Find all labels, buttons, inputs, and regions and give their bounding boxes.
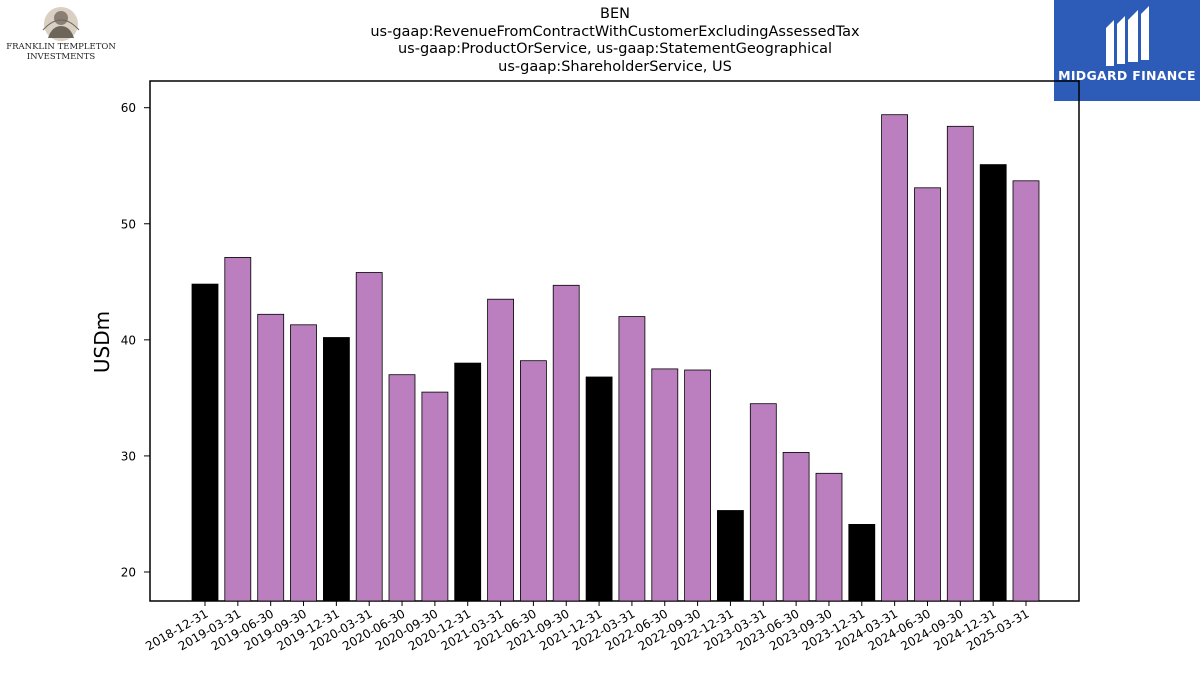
bars-layer — [191, 114, 1040, 602]
franklin-templeton-logo: FRANKLIN TEMPLETON INVESTMENTS — [6, 7, 116, 62]
bar-2024-03-31 — [881, 114, 908, 602]
bar-2021-12-31 — [585, 376, 613, 602]
title-line-2: us-gaap:RevenueFromContractWithCustomerE… — [370, 23, 860, 40]
bar-2019-06-30 — [257, 313, 285, 602]
bar-2019-09-30 — [290, 324, 317, 602]
x-axis: 2018-12-312019-03-312019-06-302019-09-30… — [143, 601, 1032, 653]
bar-2021-03-31 — [487, 298, 515, 602]
bar-2023-12-31 — [848, 524, 876, 602]
ft-logo-line2: INVESTMENTS — [27, 52, 96, 62]
bar-2023-06-30 — [782, 451, 810, 602]
bar-2020-03-31 — [355, 272, 383, 602]
bar-2020-09-30 — [421, 391, 449, 602]
bar-2021-06-30 — [520, 360, 547, 602]
y-tick-label: 60 — [121, 101, 136, 115]
midgard-logo-text: MIDGARD FINANCE — [1058, 68, 1196, 83]
bar-2021-09-30 — [552, 284, 580, 602]
bar-2019-03-31 — [224, 256, 252, 602]
title-line-3: us-gaap:ProductOrService, us-gaap:Statem… — [397, 41, 832, 57]
y-tick-label: 40 — [121, 333, 136, 347]
bar-2018-12-31 — [191, 283, 219, 602]
y-tick-label: 50 — [121, 217, 136, 231]
y-axis: 20 30 40 50 60 — [121, 101, 150, 579]
bar-2025-03-31 — [1012, 180, 1040, 602]
bar-2022-09-30 — [684, 369, 711, 602]
bar-2022-12-31 — [717, 510, 744, 602]
y-tick-label: 20 — [121, 565, 136, 579]
bar-2019-12-31 — [322, 337, 350, 602]
y-axis-label: USDm — [90, 311, 114, 373]
bar-2020-12-31 — [454, 362, 482, 602]
title-line-4: us-gaap:ShareholderService, US — [498, 58, 732, 75]
plot-area-frame — [149, 80, 1080, 602]
y-tick-label: 30 — [121, 449, 136, 463]
bar-2023-09-30 — [815, 472, 843, 602]
bar-2022-03-31 — [618, 316, 646, 602]
bar-2022-06-30 — [651, 368, 679, 602]
bar-2020-06-30 — [388, 374, 416, 602]
midgard-finance-logo: MIDGARD FINANCE — [1054, 0, 1200, 101]
chart-title: BEN us-gaap:RevenueFromContractWithCusto… — [300, 6, 930, 76]
ft-logo-line1: FRANKLIN TEMPLETON — [6, 42, 116, 52]
bar-2024-09-30 — [946, 125, 974, 602]
midgard-mark-icon — [1106, 6, 1149, 66]
bar-2023-03-31 — [749, 403, 777, 602]
bar-2024-06-30 — [914, 187, 941, 602]
bar-2024-12-31 — [979, 164, 1007, 602]
title-line-1: BEN — [600, 6, 630, 22]
